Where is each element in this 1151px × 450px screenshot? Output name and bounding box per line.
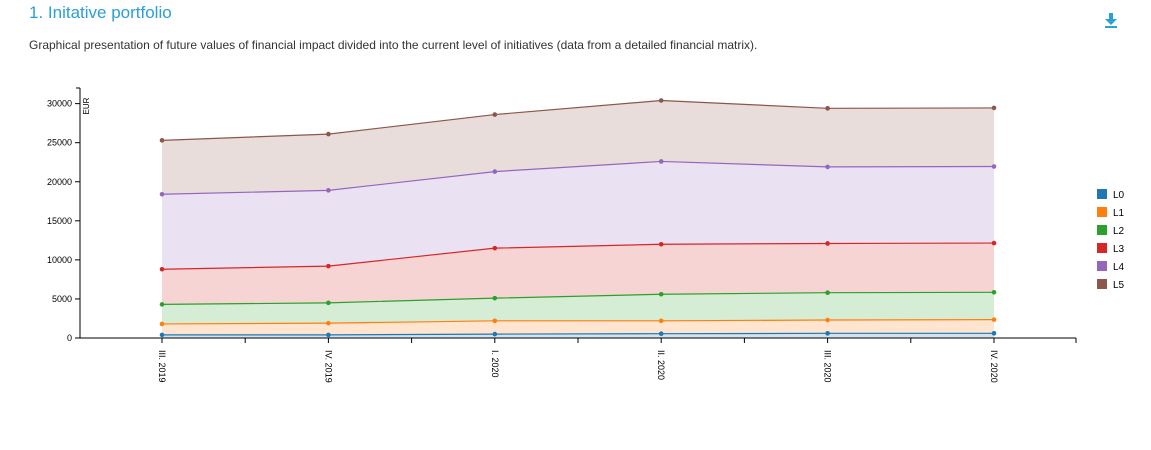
point-L1-2 [492, 318, 498, 324]
point-L5-1 [326, 131, 331, 137]
point-L3-0 [159, 266, 165, 272]
point-L0-2 [492, 331, 498, 337]
point-L4-3 [658, 159, 664, 164]
legend-label-L3: L3 [1113, 244, 1125, 255]
point-L0-1 [326, 332, 331, 338]
legend-label-L0: L0 [1113, 190, 1125, 201]
page-subtitle: Graphical presentation of future values … [29, 38, 758, 52]
point-L2-5 [991, 289, 997, 295]
point-L3-1 [326, 263, 331, 269]
area-L2 [162, 292, 994, 324]
series-line-L2 [161, 291, 995, 306]
point-L5-3 [658, 98, 664, 103]
point-L0-3 [658, 331, 664, 337]
legend-swatch-L5 [1097, 279, 1107, 289]
point-L0-0 [159, 332, 165, 338]
point-L3-4 [825, 241, 830, 246]
point-L4-5 [991, 164, 997, 169]
series-line-L1 [161, 319, 995, 325]
point-L3-3 [658, 241, 664, 247]
area-L0 [162, 333, 994, 338]
legend-label-L5: L5 [1113, 280, 1125, 291]
area-L1 [162, 319, 994, 335]
point-L4-1 [326, 188, 331, 193]
legend-swatch-L0 [1097, 189, 1107, 199]
point-L1-3 [658, 318, 664, 324]
point-L2-4 [825, 290, 830, 295]
x-tick-label-1: IV. 2019 [323, 350, 333, 383]
x-tick-label-5: IV. 2020 [989, 350, 999, 383]
x-tick-label-4: III. 2020 [823, 350, 833, 383]
point-L5-0 [159, 138, 165, 143]
point-L2-0 [159, 302, 165, 307]
point-L4-4 [825, 164, 830, 170]
point-L2-2 [492, 295, 498, 301]
x-tick-label-0: III. 2019 [157, 350, 167, 383]
point-L0-4 [825, 331, 830, 336]
point-L1-0 [159, 321, 165, 327]
series-line-L4 [161, 160, 995, 195]
y-tick-label-0: 0 [67, 333, 72, 343]
area-L3 [162, 243, 994, 305]
point-L1-4 [825, 317, 830, 323]
area-L5 [162, 100, 994, 195]
point-L5-5 [991, 105, 997, 111]
point-L1-1 [326, 320, 331, 326]
point-L2-1 [326, 300, 331, 306]
y-tick-label-10000: 10000 [47, 255, 72, 265]
point-L3-5 [991, 240, 997, 246]
series-line-L3 [161, 242, 995, 270]
legend-label-L4: L4 [1113, 262, 1125, 273]
point-L2-3 [658, 291, 664, 297]
area-L4 [162, 161, 994, 270]
y-axis-label: EUR [82, 97, 91, 114]
download-icon[interactable] [1102, 11, 1120, 29]
y-tick-label-5000: 5000 [52, 294, 72, 304]
series-line-L5 [161, 99, 995, 141]
y-tick-label-30000: 30000 [47, 99, 72, 109]
point-L3-2 [492, 245, 498, 251]
legend-swatch-L2 [1097, 225, 1107, 235]
legend-swatch-L3 [1097, 243, 1107, 253]
page-title: 1. Initative portfolio [29, 3, 172, 22]
point-L4-2 [492, 169, 498, 174]
point-L5-4 [825, 106, 830, 111]
point-L5-2 [492, 112, 498, 117]
point-L4-0 [159, 191, 165, 197]
x-tick-label-2: I. 2020 [490, 350, 500, 378]
legend-label-L2: L2 [1113, 226, 1125, 237]
legend-label-L1: L1 [1113, 208, 1125, 219]
legend-swatch-L1 [1097, 207, 1107, 217]
point-L0-5 [991, 331, 997, 336]
y-tick-label-25000: 25000 [47, 138, 72, 148]
point-L1-5 [991, 317, 997, 322]
y-tick-label-15000: 15000 [47, 216, 72, 226]
y-tick-label-20000: 20000 [47, 177, 72, 187]
x-tick-label-3: II. 2020 [656, 350, 666, 380]
legend-swatch-L4 [1097, 261, 1107, 271]
series-line-L0 [162, 332, 994, 336]
